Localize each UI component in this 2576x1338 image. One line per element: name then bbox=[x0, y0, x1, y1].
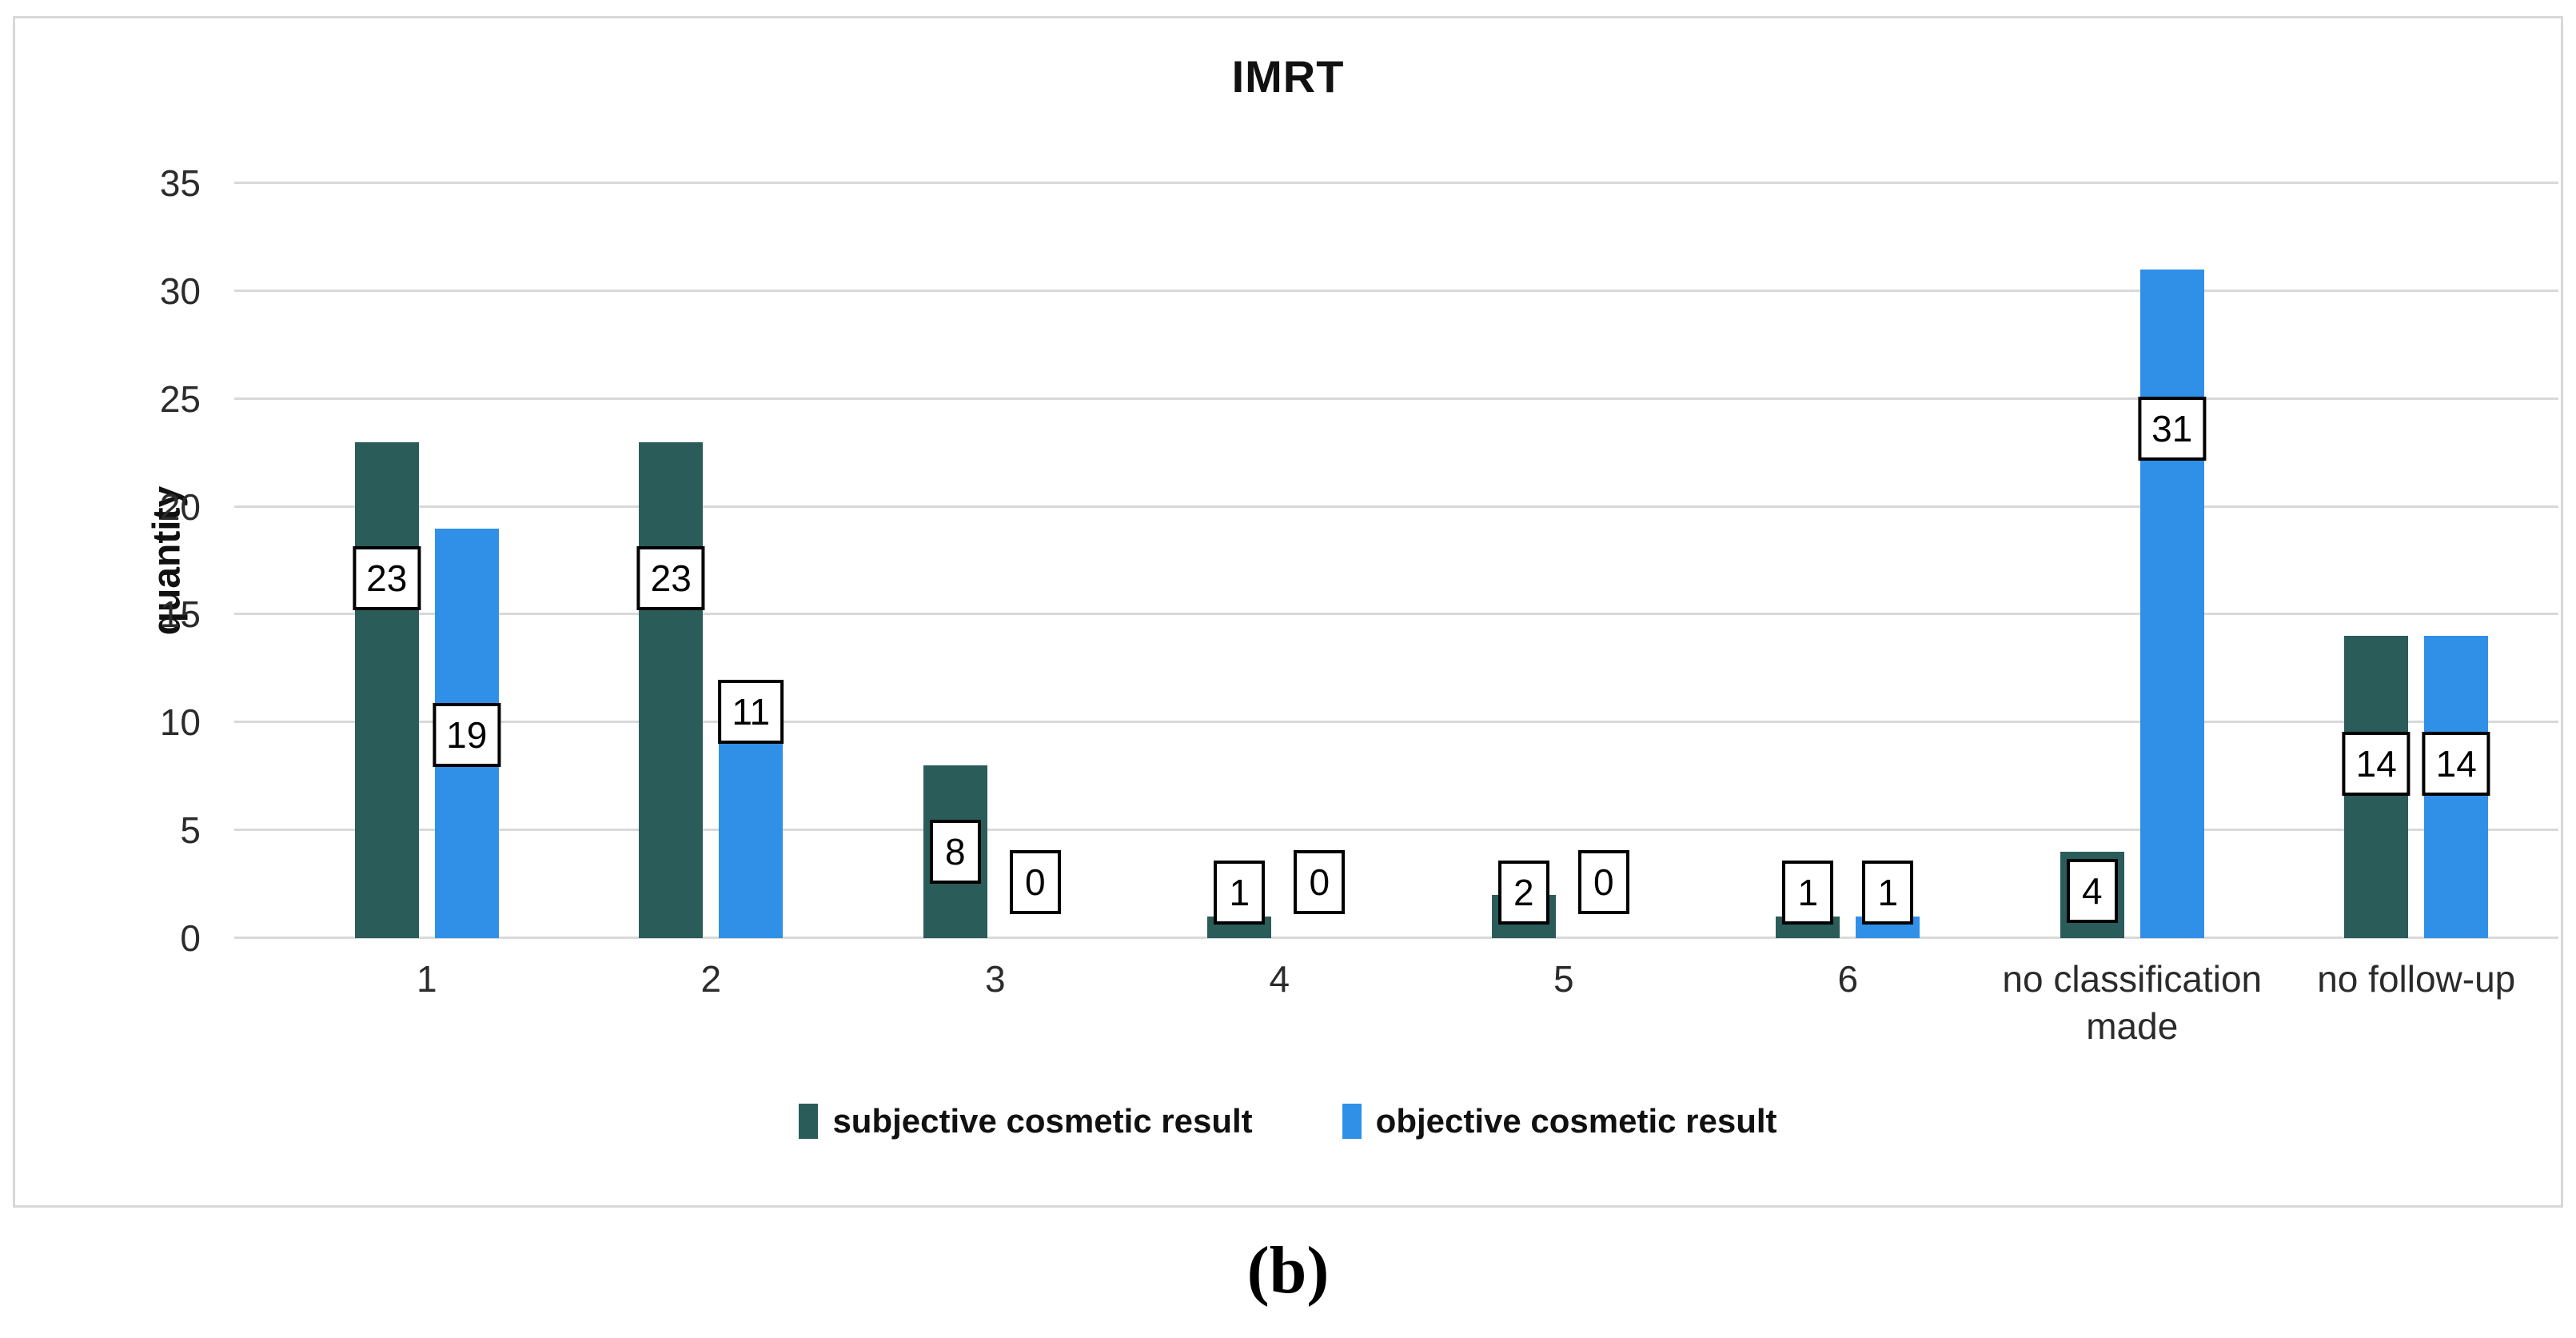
y-tick-label: 10 bbox=[159, 701, 201, 743]
data-label: 2 bbox=[1497, 860, 1549, 925]
gridline bbox=[234, 289, 2558, 292]
plot-area: 23 19 23 11 8 0 1 0 2 0 1 1 4 31 14 14 0 5 10 15 20 25 30 35 bbox=[160, 165, 2558, 957]
figure-caption: (b) bbox=[1246, 1233, 1330, 1308]
y-tick-label: 15 bbox=[159, 593, 201, 635]
bar-subjective bbox=[354, 441, 419, 938]
legend-label-subjective: subjective cosmetic result bbox=[832, 1102, 1253, 1140]
data-label: 19 bbox=[433, 702, 501, 767]
x-axis-label: 6 bbox=[1837, 957, 1859, 1000]
data-label: 1 bbox=[1862, 860, 1914, 925]
data-label: 0 bbox=[1009, 849, 1061, 914]
y-tick-label: 35 bbox=[159, 162, 201, 204]
chart-area: quantity 23 19 23 11 8 0 1 0 2 0 1 1 4 31 14 14 0 5 10 15 2… bbox=[15, 165, 2561, 1141]
gridline bbox=[234, 720, 2558, 723]
gridline bbox=[234, 505, 2558, 508]
x-axis-label: 2 bbox=[700, 957, 722, 1000]
gridline bbox=[234, 828, 2558, 831]
x-axis-label: 1 bbox=[416, 957, 437, 1000]
x-axis-label: 5 bbox=[1553, 957, 1574, 1000]
data-label: 8 bbox=[929, 819, 981, 884]
bar-groups: 23 19 23 11 8 0 1 0 2 0 1 1 4 31 14 14 bbox=[285, 183, 2558, 938]
y-tick-label: 5 bbox=[180, 809, 201, 851]
data-label: 31 bbox=[2138, 396, 2207, 461]
chart-title: IMRT bbox=[1231, 51, 1345, 102]
category-group: 23 19 bbox=[285, 183, 569, 938]
legend: subjective cosmetic result objective cos… bbox=[15, 1102, 2561, 1140]
data-label: 0 bbox=[1577, 849, 1629, 914]
data-label: 14 bbox=[2422, 731, 2490, 796]
gridline bbox=[234, 612, 2558, 615]
data-label: 23 bbox=[636, 545, 705, 610]
data-label: 14 bbox=[2342, 731, 2411, 796]
gridline bbox=[234, 397, 2558, 400]
legend-item-subjective: subjective cosmetic result bbox=[799, 1102, 1253, 1140]
legend-item-objective: objective cosmetic result bbox=[1342, 1102, 1777, 1140]
bar-subjective bbox=[639, 441, 704, 938]
data-label: 0 bbox=[1294, 849, 1346, 914]
bar-objective bbox=[2139, 269, 2204, 938]
data-label: 1 bbox=[1782, 860, 1834, 925]
category-group: 23 11 bbox=[569, 183, 854, 938]
data-label: 11 bbox=[718, 679, 784, 744]
legend-label-objective: objective cosmetic result bbox=[1375, 1102, 1777, 1140]
y-tick-label: 0 bbox=[180, 917, 201, 959]
data-label: 4 bbox=[2066, 858, 2118, 923]
x-axis-label: no follow-up bbox=[2317, 957, 2516, 1000]
y-tick-label: 20 bbox=[159, 485, 201, 528]
data-label: 1 bbox=[1214, 860, 1266, 925]
y-tick-label: 25 bbox=[159, 377, 201, 420]
x-axis-labels: 1 2 3 4 5 6 no classification made no follow-up bbox=[234, 956, 2558, 1052]
category-group: 4 31 bbox=[1990, 183, 2275, 938]
x-axis-label: 4 bbox=[1269, 957, 1290, 1000]
legend-swatch-subjective bbox=[799, 1104, 819, 1140]
y-tick-label: 30 bbox=[159, 270, 201, 312]
gridline bbox=[234, 181, 2558, 184]
x-axis-label: 3 bbox=[984, 957, 1006, 1000]
x-axis-label: no classification made bbox=[2002, 957, 2263, 1048]
gridline bbox=[234, 936, 2558, 939]
data-label: 23 bbox=[353, 545, 421, 610]
category-group: 14 14 bbox=[2275, 183, 2559, 938]
legend-swatch-objective bbox=[1342, 1104, 1362, 1140]
